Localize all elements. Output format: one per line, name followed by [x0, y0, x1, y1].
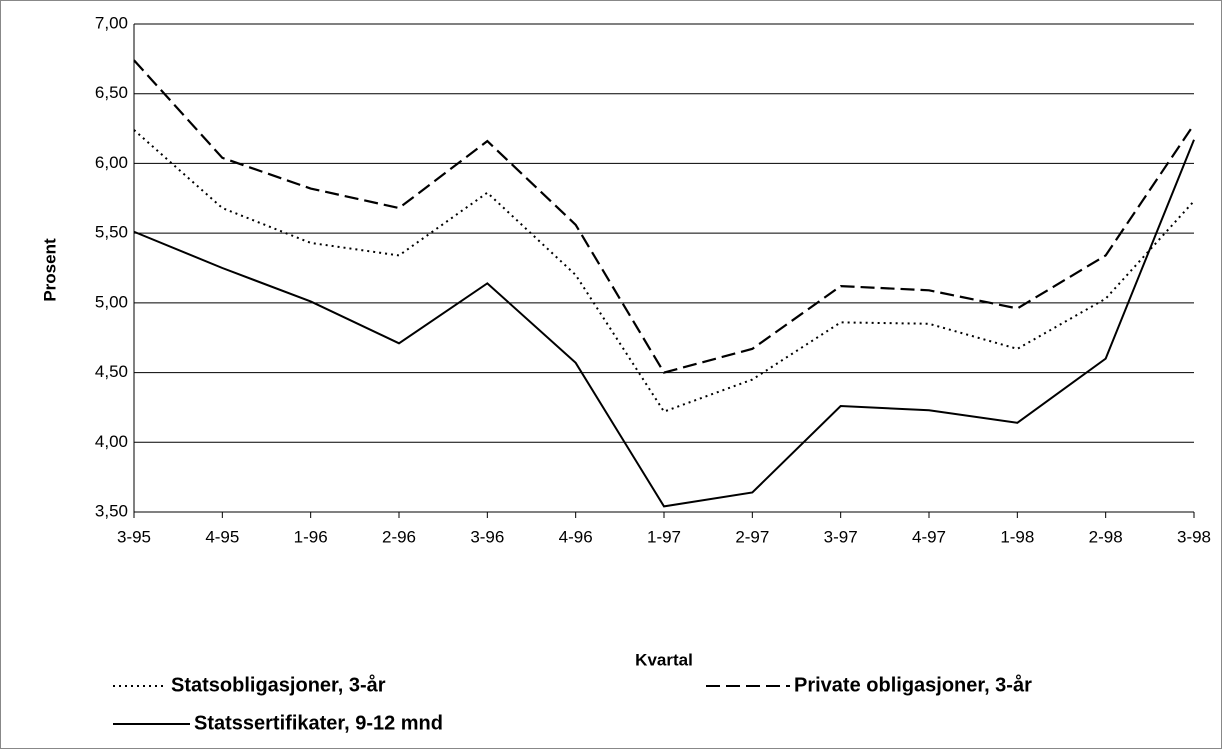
y-tick-label: 5,50 [95, 223, 128, 242]
y-tick-label: 5,00 [95, 292, 128, 311]
x-tick-label: 3-98 [1177, 527, 1211, 546]
y-tick-label: 3,50 [95, 501, 128, 520]
x-tick-label: 2-98 [1089, 527, 1123, 546]
y-tick-label: 4,00 [95, 432, 128, 451]
x-tick-label: 1-96 [294, 527, 328, 546]
y-tick-label: 4,50 [95, 362, 128, 381]
y-axis-label: Prosent [40, 238, 59, 302]
x-tick-label: 3-97 [824, 527, 858, 546]
x-tick-label: 4-95 [205, 527, 239, 546]
legend-label: Statssertifikater, 9-12 mnd [194, 712, 443, 734]
x-tick-label: 2-97 [735, 527, 769, 546]
x-tick-label: 3-95 [117, 527, 151, 546]
y-tick-label: 7,00 [95, 13, 128, 32]
x-tick-label: 4-97 [912, 527, 946, 546]
x-tick-label: 1-97 [647, 527, 681, 546]
x-tick-label: 3-96 [470, 527, 504, 546]
legend-label: Private obligasjoner, 3-år [794, 673, 1032, 696]
legend-label: Statsobligasjoner, 3-år [171, 673, 386, 696]
y-tick-label: 6,50 [95, 83, 128, 102]
y-tick-label: 6,00 [95, 153, 128, 172]
x-tick-label: 1-98 [1000, 527, 1034, 546]
x-axis-label: Kvartal [635, 650, 693, 669]
x-tick-label: 2-96 [382, 527, 416, 546]
series-line [133, 139, 1195, 508]
x-tick-label: 4-96 [559, 527, 593, 546]
series-line [133, 59, 1195, 374]
